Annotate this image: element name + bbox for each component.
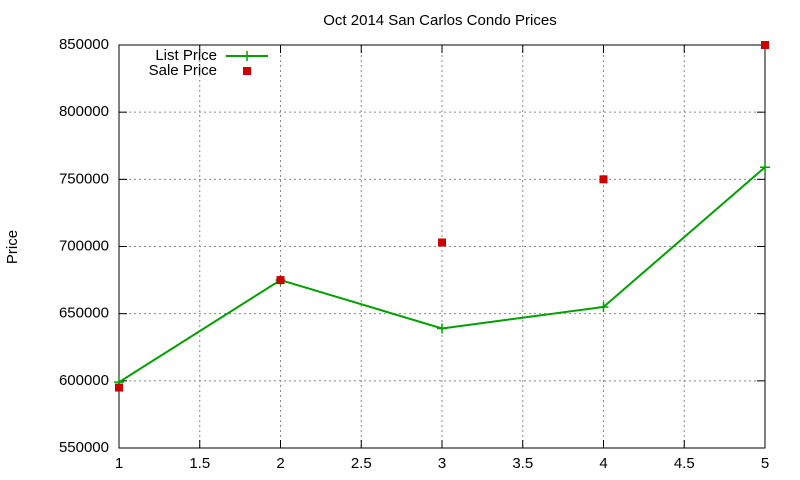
x-tick-label: 2.5 bbox=[351, 455, 372, 472]
plot-border bbox=[118, 44, 766, 449]
data-point bbox=[437, 323, 447, 334]
y-tick-label: 550000 bbox=[59, 439, 109, 456]
x-tick-label: 4.5 bbox=[674, 455, 695, 472]
x-tick-label: 4 bbox=[599, 455, 607, 472]
y-tick-label: 650000 bbox=[59, 305, 109, 322]
legend-swatch bbox=[243, 67, 251, 75]
data-point bbox=[276, 276, 285, 285]
legend-swatch bbox=[242, 51, 252, 61]
y-tick-label: 800000 bbox=[59, 103, 109, 120]
x-tick-label: 5 bbox=[761, 455, 769, 472]
series-line bbox=[118, 166, 766, 384]
y-tick-label: 600000 bbox=[59, 372, 109, 389]
x-tick-label: 3 bbox=[438, 455, 446, 472]
data-point bbox=[598, 301, 609, 312]
x-tick-label: 2 bbox=[276, 455, 284, 472]
y-tick-label: 850000 bbox=[59, 36, 109, 53]
y-tick-label: 750000 bbox=[59, 170, 109, 187]
data-point bbox=[760, 162, 770, 173]
data-point bbox=[761, 41, 769, 49]
x-tick-label: 1 bbox=[115, 455, 123, 472]
chart-title: Oct 2014 San Carlos Condo Prices bbox=[323, 12, 556, 29]
legend-label: Sale Price bbox=[149, 62, 217, 79]
y-axis-label: Price bbox=[4, 230, 21, 264]
y-tick-label: 700000 bbox=[59, 237, 109, 254]
legend-label: List Price bbox=[155, 47, 217, 64]
x-tick-label: 1.5 bbox=[189, 455, 210, 472]
x-tick-label: 3.5 bbox=[512, 455, 533, 472]
data-point bbox=[115, 383, 123, 392]
data-point bbox=[599, 175, 608, 184]
data-point bbox=[438, 238, 446, 247]
